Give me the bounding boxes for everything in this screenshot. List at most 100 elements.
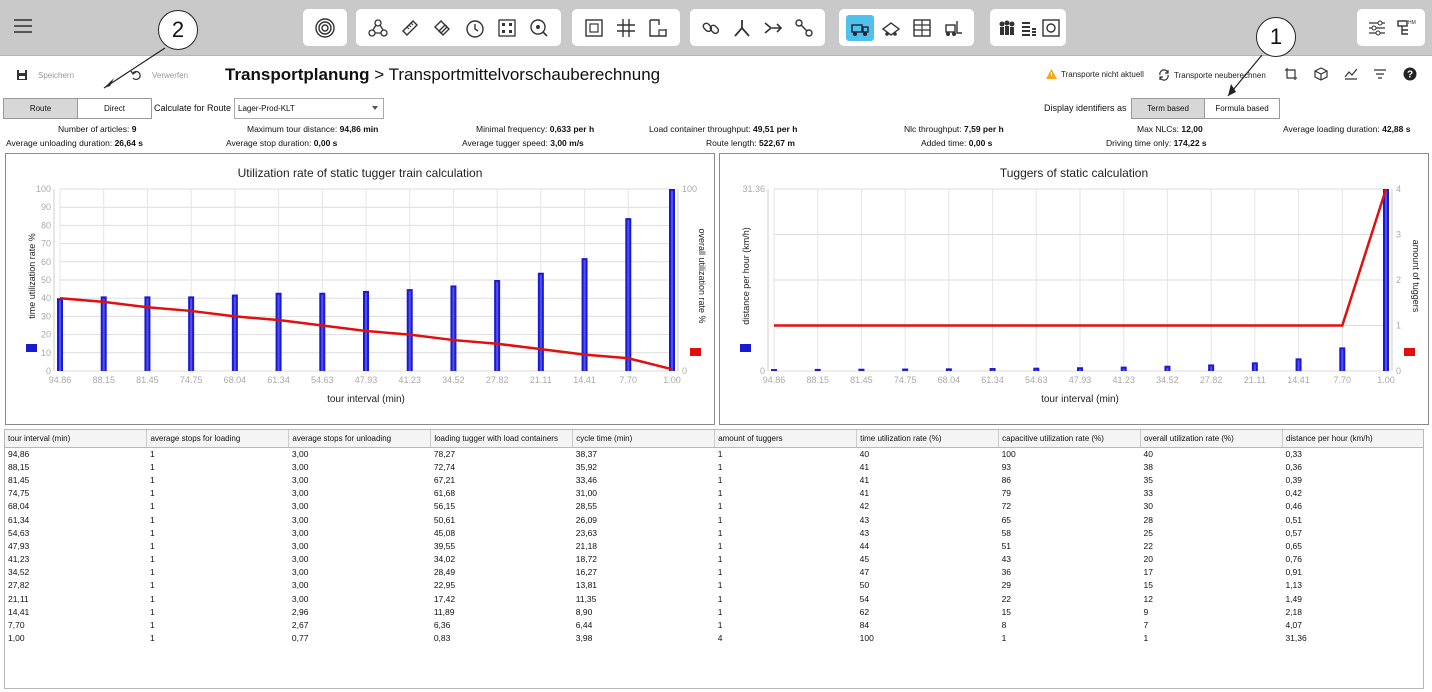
frame-icon[interactable] [580, 15, 608, 41]
table-row[interactable]: 21,11 1 3,00 17,42 11,35 1 54 22 12 1,49 [5, 592, 1423, 605]
table-cell: 1 [717, 514, 723, 525]
x-tick-label: 7.70 [620, 375, 638, 385]
stack-icon[interactable] [1018, 15, 1040, 41]
x-tick-label: 81.45 [850, 375, 873, 385]
table-cell: 41,23 [8, 554, 30, 565]
table-cell: 86 [1001, 474, 1012, 485]
table-row[interactable]: 61,34 1 3,00 50,61 26,09 1 43 65 28 0,51 [5, 513, 1423, 526]
series-line [774, 188, 1388, 327]
data-bar [945, 368, 952, 371]
table-cell: 28,49 [433, 567, 456, 578]
tugger-train-icon[interactable] [846, 14, 875, 41]
discard-button[interactable]: Verwerfen [130, 69, 188, 81]
term-based-button[interactable]: Term based [1132, 99, 1205, 118]
formula-based-button[interactable]: Formula based [1215, 104, 1269, 113]
table-cell: 0,57 [1285, 527, 1302, 538]
search-zoom-icon[interactable] [525, 15, 553, 41]
callout-2: 2 [158, 10, 198, 50]
table-row[interactable]: 88,15 1 3,00 72,74 35,92 1 41 93 38 0,36 [5, 460, 1423, 473]
column-header[interactable]: average stops for loading [146, 430, 290, 448]
ruler-icon[interactable] [396, 15, 424, 41]
table-row[interactable]: 74,75 1 3,00 61,68 31,00 1 41 79 33 0,42 [5, 487, 1423, 500]
table-cell: 47,93 [8, 540, 30, 551]
table-cell: 1 [717, 488, 723, 499]
breadcrumb-root[interactable]: Transportplanung [225, 65, 370, 84]
chart-panel-utilization: Utilization rate of static tugger train … [5, 153, 715, 425]
table-cell: 84 [859, 620, 870, 631]
people-icon[interactable] [996, 15, 1018, 41]
table-cell: 45,08 [433, 527, 456, 538]
network-icon[interactable] [364, 15, 392, 41]
grid-dots-icon[interactable] [493, 15, 521, 41]
corner-frame-icon[interactable] [644, 15, 672, 41]
column-header[interactable]: loading tugger with load containers [430, 430, 574, 448]
mode-route-button[interactable]: Route [4, 99, 78, 118]
toolbar-group-transport [839, 9, 974, 46]
table-cell: 17 [1143, 567, 1153, 578]
line-chart-icon[interactable] [1344, 67, 1358, 81]
table-row[interactable]: 47,93 1 3,00 39,55 21,18 1 44 51 22 0,65 [5, 539, 1423, 552]
route-person-icon[interactable] [728, 15, 756, 41]
hmf-hierarchy-icon[interactable]: HMF [1391, 15, 1419, 41]
toolbar-group-tools [356, 9, 561, 46]
table-row[interactable]: 1,00 1 0,77 0,83 3,98 4 100 1 1 31,36 [5, 632, 1423, 645]
column-header[interactable]: cycle time (min) [572, 430, 716, 448]
column-header[interactable]: distance per hour (km/h) [1282, 430, 1423, 448]
table-row[interactable]: 27,82 1 3,00 22,95 13,81 1 50 29 15 1,13 [5, 579, 1423, 592]
table-cell: 1 [149, 633, 155, 644]
y-tick-label: 90 [41, 202, 51, 212]
chart-title: Tuggers of static calculation [999, 166, 1149, 180]
column-header[interactable]: overall utilization rate (%) [1140, 430, 1283, 448]
recalculate-button[interactable]: Transporte neuberechnen [1158, 69, 1266, 81]
table-row[interactable]: 68,04 1 3,00 56,15 28,55 1 42 72 30 0,46 [5, 500, 1423, 513]
route-select[interactable]: Lager-Prod-KLT [234, 98, 384, 119]
table-row[interactable]: 54,63 1 3,00 45,08 23,63 1 43 58 25 0,57 [5, 526, 1423, 539]
y-tick-label: 70 [41, 239, 51, 249]
table-row[interactable]: 7,70 1 2,67 6,36 6,44 1 84 8 7 4,07 [5, 618, 1423, 631]
table-cell: 38 [1143, 461, 1153, 472]
table-cell: 42 [859, 501, 870, 512]
table-cell: 0,33 [1285, 448, 1302, 459]
table-row[interactable]: 14,41 1 2,96 11,89 8,90 1 62 15 9 2,18 [5, 605, 1423, 618]
table-row[interactable]: 41,23 1 3,00 34,02 18,72 1 45 43 20 0,76 [5, 553, 1423, 566]
forklift-icon[interactable] [939, 15, 967, 41]
column-header[interactable]: time utilization rate (%) [856, 430, 1000, 448]
target-icon[interactable] [311, 15, 339, 41]
layers-icon[interactable] [428, 15, 456, 41]
sliders-icon[interactable] [1363, 15, 1391, 41]
table-row[interactable]: 94,86 1 3,00 78,27 38,37 1 40 100 40 0,33 [5, 447, 1423, 460]
table-row[interactable]: 81,45 1 3,00 67,21 33,46 1 41 86 35 0,39 [5, 473, 1423, 486]
table-cell: 0,77 [291, 633, 309, 644]
table-cell: 33 [1143, 488, 1153, 499]
mode-direct-button[interactable]: Direct [104, 104, 125, 113]
toolbar-group-analysis [303, 9, 347, 46]
column-header[interactable]: capacitive utilization rate (%) [998, 430, 1141, 448]
cube-icon[interactable] [1314, 67, 1328, 81]
x-tick-label: 7.70 [1334, 375, 1352, 385]
table-cell: 94,86 [8, 448, 30, 459]
hash-grid-icon[interactable] [612, 15, 640, 41]
box-frame-icon[interactable] [1040, 15, 1062, 41]
display-identifiers-label: Display identifiers as [1044, 103, 1127, 113]
filter-list-icon[interactable] [1373, 67, 1387, 81]
rack-icon[interactable] [908, 15, 936, 41]
arrow-flow-icon[interactable] [759, 15, 787, 41]
hamburger-icon[interactable] [14, 19, 32, 33]
data-bar-highlight [627, 220, 630, 371]
clock-icon[interactable] [461, 15, 489, 41]
conveyor-icon[interactable] [877, 15, 905, 41]
table-cell: 1 [149, 501, 155, 512]
column-header[interactable]: tour interval (min) [5, 430, 148, 448]
save-button[interactable]: Speichern [16, 69, 74, 81]
column-header[interactable]: amount of tuggers [714, 430, 858, 448]
table-body: 94,86 1 3,00 78,27 38,37 1 40 100 40 0,33 88,15 1 3,… [5, 447, 1423, 645]
help-icon[interactable]: ? [1403, 67, 1417, 81]
chain-link-icon[interactable] [697, 15, 725, 41]
crop-frame-icon[interactable] [1284, 67, 1298, 81]
column-header[interactable]: average stops for unloading [288, 430, 432, 448]
table-cell: 1 [149, 461, 155, 472]
table-cell: 1 [717, 620, 723, 631]
connector-icon[interactable] [790, 15, 818, 41]
data-bar-highlight [321, 294, 324, 371]
table-row[interactable]: 34,52 1 3,00 28,49 16,27 1 47 36 17 0,91 [5, 566, 1423, 579]
